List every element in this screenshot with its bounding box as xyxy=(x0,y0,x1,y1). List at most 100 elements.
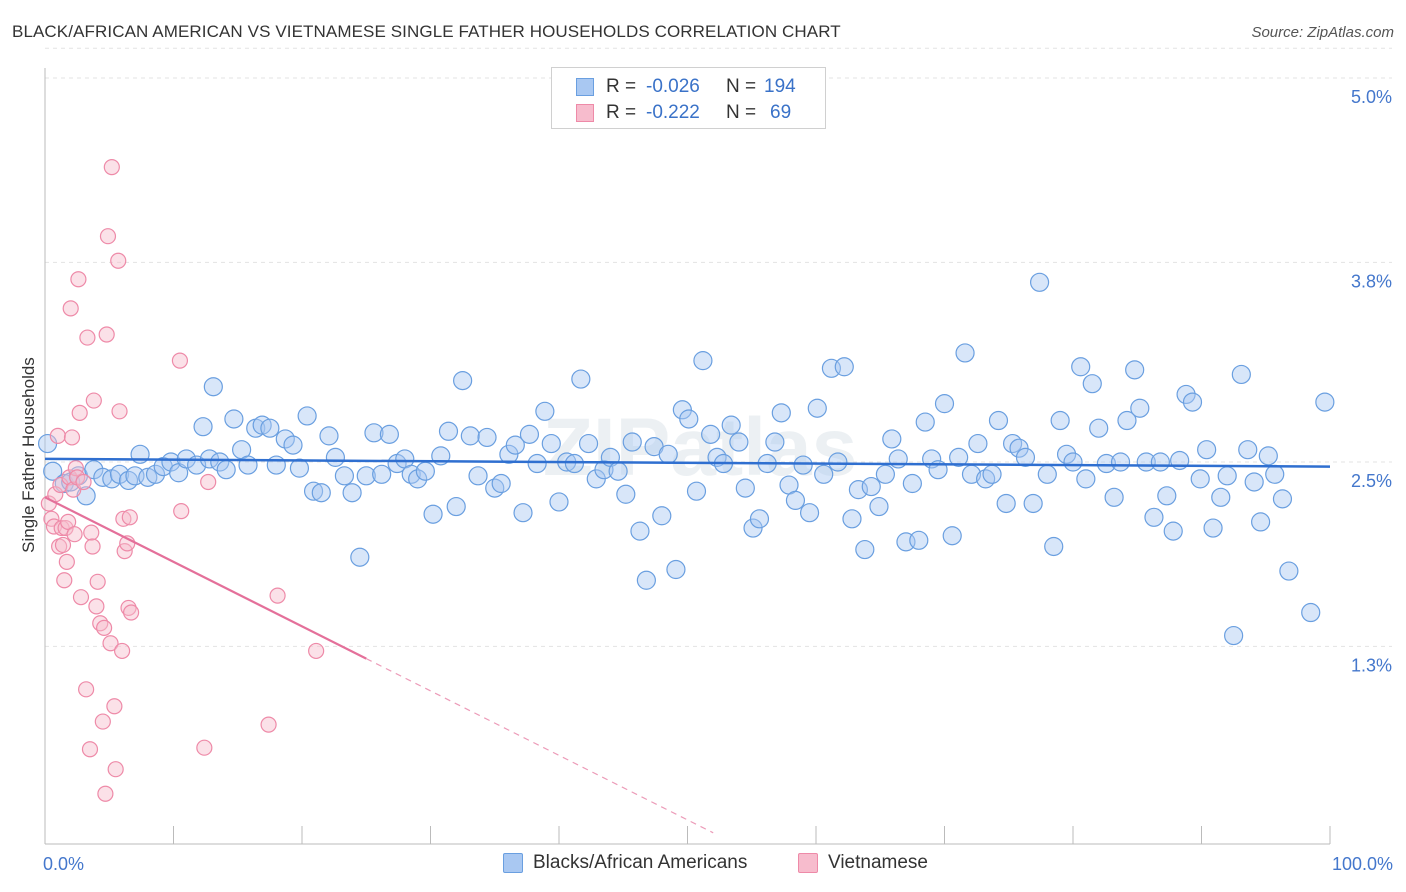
legend-stats: R = -0.026 N = 194 R = -0.222 N = 69 xyxy=(551,67,826,129)
legend-r-label: R = xyxy=(606,76,637,97)
point-blacks xyxy=(1023,493,1043,514)
point-blacks xyxy=(1272,489,1293,509)
point-blacks xyxy=(721,415,741,435)
legend-n-value: 194 xyxy=(764,76,796,97)
point-blacks xyxy=(527,453,547,474)
point-blacks xyxy=(616,484,636,504)
point-blacks xyxy=(799,503,820,523)
point-blacks xyxy=(955,343,975,363)
point-blacks xyxy=(415,461,435,481)
point-blacks xyxy=(438,421,459,441)
point-blacks xyxy=(1203,518,1223,538)
point-vietnamese xyxy=(63,429,81,446)
point-blacks xyxy=(145,464,166,484)
legend-n-label: N = xyxy=(726,76,757,97)
point-vietnamese xyxy=(121,509,138,526)
point-blacks xyxy=(1056,444,1077,464)
point-blacks xyxy=(513,503,533,523)
point-blacks xyxy=(729,432,749,452)
point-blacks xyxy=(1096,453,1117,474)
point-blacks xyxy=(505,435,525,455)
point-vietnamese xyxy=(115,510,132,527)
point-blacks xyxy=(834,357,854,377)
point-blacks xyxy=(252,415,272,435)
point-blacks xyxy=(902,473,922,494)
point-vietnamese xyxy=(58,553,75,570)
legend-r-value: -0.222 xyxy=(646,102,700,123)
point-blacks xyxy=(968,433,988,454)
legend-swatch-blue xyxy=(503,853,523,873)
point-blacks xyxy=(372,464,392,484)
point-blacks xyxy=(408,469,428,489)
point-blacks xyxy=(468,466,488,486)
x-tick-label: 0.0% xyxy=(43,854,84,874)
point-vietnamese xyxy=(56,572,73,589)
point-blacks xyxy=(652,506,672,526)
point-blacks xyxy=(216,460,236,480)
point-vietnamese xyxy=(196,739,213,756)
point-vietnamese xyxy=(88,598,105,615)
point-blacks xyxy=(1110,452,1131,472)
point-blacks xyxy=(446,496,466,517)
point-blacks xyxy=(283,435,303,455)
legend-label-vietnamese: Vietnamese xyxy=(828,852,928,873)
point-blacks xyxy=(43,461,63,481)
point-vietnamese xyxy=(120,599,137,617)
point-blacks xyxy=(1015,447,1036,467)
point-blacks xyxy=(622,432,642,452)
point-blacks xyxy=(364,423,384,443)
point-blacks xyxy=(982,464,1002,484)
point-blacks xyxy=(749,509,770,529)
point-blacks xyxy=(453,370,473,391)
point-blacks xyxy=(1190,469,1210,489)
watermark: ZIPatlas xyxy=(543,402,857,493)
point-blacks xyxy=(1082,374,1102,394)
point-vietnamese xyxy=(89,573,106,590)
point-vietnamese xyxy=(103,158,120,176)
point-blacks xyxy=(203,377,223,397)
point-vietnamese xyxy=(113,642,131,660)
point-blacks xyxy=(1089,418,1109,438)
point-blacks xyxy=(1071,357,1091,377)
point-blacks xyxy=(519,424,540,444)
point-blacks xyxy=(679,409,699,429)
point-blacks xyxy=(1063,452,1083,472)
point-blacks xyxy=(549,492,569,512)
point-blacks xyxy=(1157,486,1177,506)
point-vietnamese xyxy=(81,741,99,758)
point-blacks xyxy=(1217,466,1237,486)
point-blacks xyxy=(224,409,244,429)
point-blacks xyxy=(1125,360,1145,380)
point-blacks xyxy=(1104,487,1124,507)
point-blacks xyxy=(630,521,650,541)
point-blacks xyxy=(861,476,881,497)
point-blacks xyxy=(636,570,656,590)
point-blacks xyxy=(138,467,158,487)
point-vietnamese xyxy=(98,326,115,343)
series-blacks-points xyxy=(37,272,1335,646)
point-blacks xyxy=(735,478,755,498)
y-axis-label-text: Single Father Households xyxy=(19,357,38,553)
point-vietnamese xyxy=(260,716,277,733)
point-vietnamese xyxy=(111,403,128,420)
point-blacks xyxy=(477,427,497,448)
point-blacks xyxy=(807,398,827,418)
point-blacks xyxy=(297,406,317,426)
point-vietnamese xyxy=(171,352,189,369)
point-blacks xyxy=(350,547,370,567)
legend-swatch-blue xyxy=(576,78,594,96)
point-blacks xyxy=(578,433,599,454)
point-blacks xyxy=(875,464,895,484)
point-blacks xyxy=(855,539,875,560)
point-blacks xyxy=(379,424,399,444)
legend-r-label: R = xyxy=(606,102,637,123)
point-vietnamese xyxy=(78,681,95,698)
legend-series: Blacks/African Americans Vietnamese xyxy=(0,852,1406,878)
point-blacks xyxy=(1130,398,1150,418)
point-blacks xyxy=(693,351,713,371)
point-blacks xyxy=(210,452,230,472)
legend-swatch-pink xyxy=(798,853,818,873)
point-blacks xyxy=(594,460,614,480)
trend-line-vietnamese-extension xyxy=(365,658,714,834)
